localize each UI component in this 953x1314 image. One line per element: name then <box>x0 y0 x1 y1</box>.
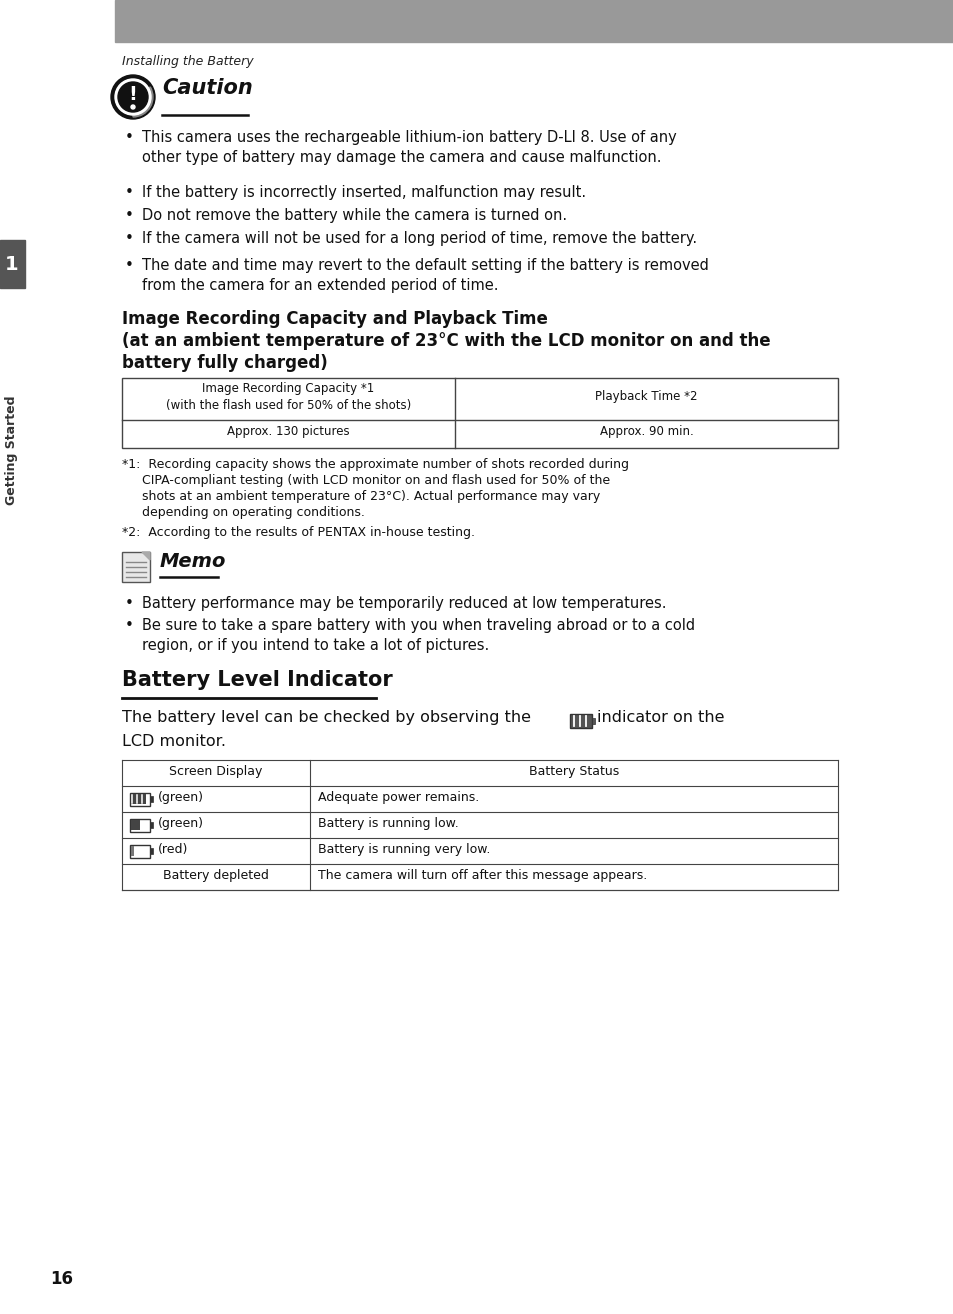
Bar <box>569 714 592 728</box>
Text: Getting Started: Getting Started <box>6 396 18 505</box>
Text: Screen Display: Screen Display <box>169 765 262 778</box>
Text: depending on operating conditions.: depending on operating conditions. <box>122 506 364 519</box>
Text: Playback Time *2: Playback Time *2 <box>595 390 697 403</box>
Bar <box>131 846 133 855</box>
Text: Battery Status: Battery Status <box>528 765 618 778</box>
Bar <box>150 848 152 854</box>
Text: Do not remove the battery while the camera is turned on.: Do not remove the battery while the came… <box>142 208 566 223</box>
Bar <box>592 717 595 724</box>
Text: Battery is running low.: Battery is running low. <box>317 817 458 830</box>
Text: shots at an ambient temperature of 23°C). Actual performance may vary: shots at an ambient temperature of 23°C)… <box>122 490 599 503</box>
Text: Adequate power remains.: Adequate power remains. <box>317 791 478 804</box>
Text: Battery Level Indicator: Battery Level Indicator <box>122 670 393 690</box>
Text: If the camera will not be used for a long period of time, remove the battery.: If the camera will not be used for a lon… <box>142 231 697 246</box>
Bar <box>0 240 25 288</box>
Text: 1: 1 <box>5 255 19 275</box>
Text: •: • <box>125 618 133 633</box>
Text: (green): (green) <box>158 791 204 804</box>
Text: (red): (red) <box>158 844 188 855</box>
Bar <box>122 378 837 448</box>
Text: 16: 16 <box>50 1271 73 1288</box>
Text: Installing the Battery: Installing the Battery <box>122 55 253 68</box>
Text: *2:  According to the results of PENTAX in-house testing.: *2: According to the results of PENTAX i… <box>122 526 475 539</box>
Text: Battery performance may be temporarily reduced at low temperatures.: Battery performance may be temporarily r… <box>142 597 666 611</box>
Bar <box>150 796 152 802</box>
Text: (green): (green) <box>158 817 204 830</box>
Text: This camera uses the rechargeable lithium-ion battery D-LI 8. Use of any
other t: This camera uses the rechargeable lithiu… <box>142 130 676 166</box>
Text: •: • <box>125 258 133 273</box>
Ellipse shape <box>111 75 154 120</box>
Bar <box>130 792 150 805</box>
Text: CIPA-compliant testing (with LCD monitor on and flash used for 50% of the: CIPA-compliant testing (with LCD monitor… <box>122 474 610 487</box>
Text: *1:  Recording capacity shows the approximate number of shots recorded during: *1: Recording capacity shows the approxi… <box>122 459 628 470</box>
Text: The camera will turn off after this message appears.: The camera will turn off after this mess… <box>317 869 646 882</box>
Text: Caution: Caution <box>162 78 253 99</box>
Text: Memo: Memo <box>160 552 226 572</box>
Text: If the battery is incorrectly inserted, malfunction may result.: If the battery is incorrectly inserted, … <box>142 185 585 200</box>
Text: •: • <box>125 231 133 246</box>
Text: •: • <box>125 130 133 145</box>
Ellipse shape <box>115 79 151 116</box>
Ellipse shape <box>131 105 135 109</box>
Bar <box>131 794 146 804</box>
Bar <box>122 552 150 582</box>
Text: !: ! <box>129 85 137 105</box>
Text: indicator on the: indicator on the <box>597 710 723 725</box>
Text: (at an ambient temperature of 23°C with the LCD monitor on and the: (at an ambient temperature of 23°C with … <box>122 332 770 350</box>
Text: The date and time may revert to the default setting if the battery is removed
fr: The date and time may revert to the defa… <box>142 258 708 293</box>
Bar <box>115 0 953 42</box>
Text: •: • <box>125 597 133 611</box>
Bar <box>131 820 140 830</box>
Text: Image Recording Capacity *1
(with the flash used for 50% of the shots): Image Recording Capacity *1 (with the fl… <box>166 382 411 413</box>
Bar <box>130 819 150 832</box>
Text: Image Recording Capacity and Playback Time: Image Recording Capacity and Playback Ti… <box>122 310 547 328</box>
Polygon shape <box>142 552 150 560</box>
Text: The battery level can be checked by observing the: The battery level can be checked by obse… <box>122 710 531 725</box>
Text: •: • <box>125 185 133 200</box>
Wedge shape <box>132 87 152 117</box>
Text: Battery is running very low.: Battery is running very low. <box>317 844 490 855</box>
Ellipse shape <box>118 81 148 112</box>
Bar <box>150 823 152 828</box>
Text: •: • <box>125 208 133 223</box>
Text: LCD monitor.: LCD monitor. <box>122 735 226 749</box>
Text: Approx. 130 pictures: Approx. 130 pictures <box>227 424 350 438</box>
Text: battery fully charged): battery fully charged) <box>122 353 328 372</box>
Text: Battery depleted: Battery depleted <box>163 869 269 882</box>
Text: Be sure to take a spare battery with you when traveling abroad or to a cold
regi: Be sure to take a spare battery with you… <box>142 618 695 653</box>
Text: Approx. 90 min.: Approx. 90 min. <box>599 424 693 438</box>
Bar <box>130 845 150 858</box>
